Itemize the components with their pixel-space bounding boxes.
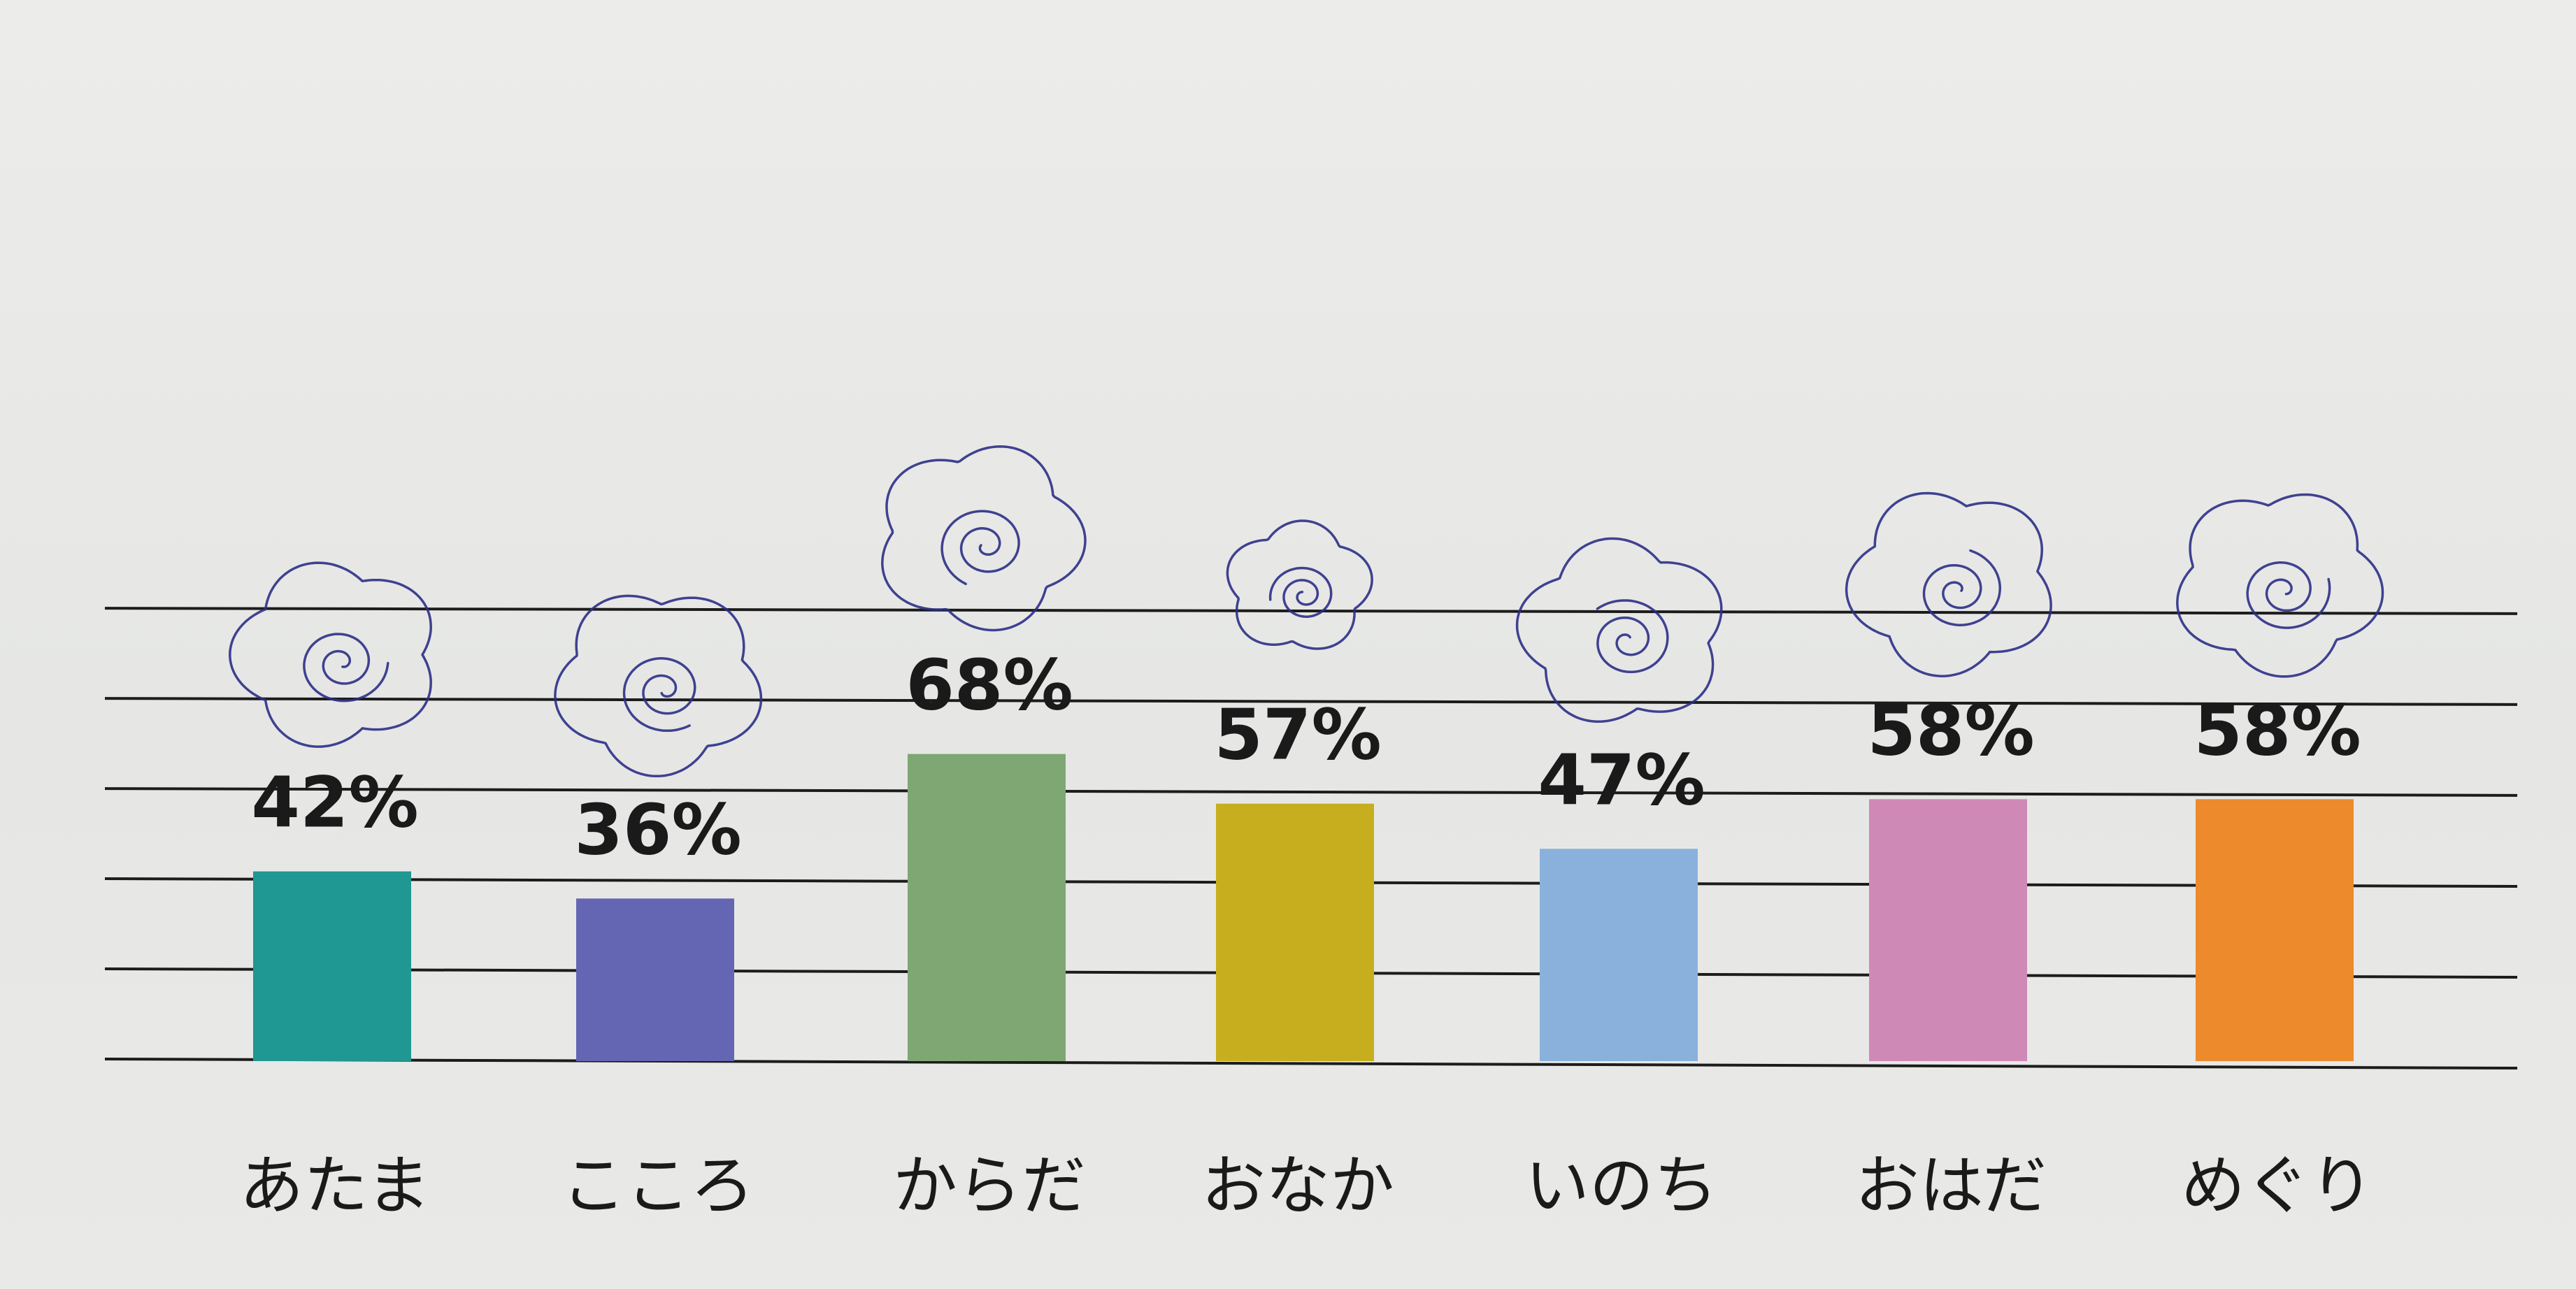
doodle-outline — [1845, 491, 2052, 677]
doodle-からだ — [881, 445, 1087, 632]
tick-label-おなか: おなか — [1201, 1148, 1394, 1223]
doodle-outline — [881, 445, 1087, 632]
doodle-こころ — [554, 594, 763, 778]
data-label-いのち: 47% — [1538, 739, 1705, 821]
data-label-こころ: 36% — [574, 788, 741, 870]
doodle-spiral — [1922, 549, 2002, 626]
doodle-spiral — [1596, 599, 1669, 674]
data-label-からだ: 68% — [906, 644, 1073, 726]
doodle-outline — [1226, 519, 1373, 650]
bar-おなか — [1216, 803, 1374, 1061]
doodle-めぐり — [2176, 493, 2384, 678]
tick-label-おはだ: おはだ — [1855, 1148, 2047, 1223]
data-label-おはだ: 58% — [1867, 689, 2034, 771]
tick-label-あたま: あたま — [239, 1148, 430, 1223]
tick-label-こころ: こころ — [561, 1148, 754, 1223]
doodle-outline — [1515, 537, 1723, 723]
gridline-60 — [104, 787, 2518, 797]
data-label-あたま: 42% — [251, 762, 418, 844]
gridline-0 — [104, 1058, 2518, 1070]
data-label-おなか: 57% — [1214, 694, 1381, 776]
bar-こころ — [576, 898, 734, 1061]
doodle-おはだ — [1845, 491, 2052, 677]
doodle-outline — [229, 561, 432, 748]
gridline-100 — [104, 607, 2518, 615]
doodles — [229, 445, 2384, 778]
doodle-いのち — [1515, 537, 1723, 723]
doodle-outline — [2176, 493, 2384, 678]
bar-おはだ — [1869, 799, 2027, 1061]
doodle-spiral — [2246, 561, 2331, 629]
doodle-spiral — [622, 657, 696, 733]
doodle-spiral — [1268, 566, 1333, 618]
tick-label-いのち: いのち — [1525, 1148, 1718, 1223]
category-labels: あたま こころ からだ おなか いのち おはだ めぐり — [239, 1148, 2374, 1223]
doodle-outline — [554, 594, 763, 778]
bars — [253, 754, 2354, 1061]
doodle-あたま — [229, 561, 432, 748]
gridline-80 — [104, 697, 2518, 706]
value-labels: 42% 36% 68% 57% 47% 58% 58% — [251, 644, 2361, 871]
tick-label-めぐり: めぐり — [2181, 1148, 2374, 1223]
data-label-めぐり: 58% — [2194, 689, 2361, 771]
doodle-おなか — [1226, 519, 1373, 650]
bar-めぐり — [2196, 799, 2354, 1061]
bar-からだ — [908, 754, 1066, 1061]
doodle-spiral — [303, 633, 389, 703]
doodle-spiral — [940, 510, 1020, 586]
tick-label-からだ: からだ — [893, 1148, 1086, 1223]
bar-いのち — [1540, 849, 1698, 1061]
bar-あたま — [253, 871, 411, 1061]
